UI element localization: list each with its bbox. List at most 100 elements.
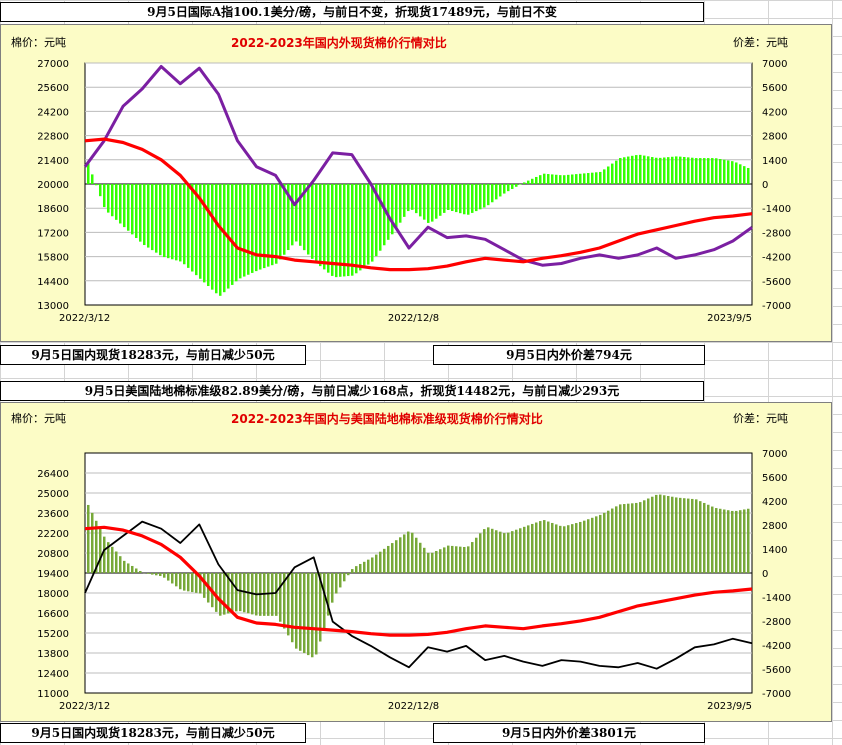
top-spread-bar bbox=[283, 184, 286, 255]
bottom-spread-bar bbox=[311, 573, 314, 658]
top-spread-bar bbox=[207, 184, 210, 287]
top-chart-svg: 13000 14400 15800 17200 18600 20000 21400 22800… bbox=[37, 59, 791, 324]
bottom-right-tick-label: 7000 bbox=[762, 449, 787, 460]
top-spread-bar bbox=[251, 184, 254, 273]
bottom-chart-panel: 2022-2023年国内与美国陆地棉标准级现货棉价行情对比 棉价：元吨 价差：元… bbox=[0, 402, 832, 722]
bottom-spread-bar bbox=[291, 573, 294, 643]
bottom-spread-bar bbox=[227, 573, 230, 614]
bottom-right-tick-label: -7000 bbox=[762, 689, 791, 700]
top-spread-bar bbox=[747, 167, 750, 184]
bottom-right-tick-label: -1400 bbox=[762, 593, 791, 604]
top-right-tick-label: 4200 bbox=[762, 107, 787, 118]
top-spread-bar bbox=[139, 184, 142, 242]
top-spread-bar bbox=[639, 154, 642, 184]
bottom-series-line-domestic bbox=[84, 525, 753, 637]
bottom-spread-bar bbox=[383, 548, 386, 573]
top-spread-bar bbox=[271, 184, 274, 266]
top-right-tick-label: -5600 bbox=[762, 277, 791, 288]
top-spread-bar bbox=[115, 184, 118, 220]
bottom-spread-bar bbox=[455, 546, 458, 573]
top-spread-bar bbox=[535, 176, 538, 184]
top-spread-bar bbox=[523, 182, 526, 184]
top-spread-bar bbox=[359, 184, 362, 271]
bottom-spread-bar bbox=[335, 573, 338, 594]
bottom-spread-bar bbox=[435, 551, 438, 573]
bottom-left-tick-label: 13800 bbox=[37, 649, 69, 660]
bottom-spread-bar bbox=[503, 533, 506, 573]
bottom-footer-left-box: 9月5日国内现货18283元，与前日减少50元 bbox=[0, 723, 306, 743]
bottom-spread-bar bbox=[631, 503, 634, 573]
bottom-spread-bar bbox=[695, 499, 698, 573]
top-spread-bar bbox=[367, 184, 370, 265]
top-right-tick-label: 1400 bbox=[762, 156, 787, 167]
top-spread-bar bbox=[247, 184, 250, 275]
top-spread-bar bbox=[643, 155, 646, 184]
bottom-spread-bar bbox=[199, 573, 202, 594]
top-right-tick-label: 7000 bbox=[762, 59, 787, 70]
top-spread-bar bbox=[499, 184, 502, 197]
bottom-spread-bar bbox=[95, 520, 98, 573]
top-spread-bar bbox=[567, 174, 570, 184]
bottom-spread-bar bbox=[571, 524, 574, 573]
top-left-tick-label: 21400 bbox=[37, 156, 69, 167]
top-left-tick-label: 27000 bbox=[37, 59, 69, 70]
top-left-tick-label: 25600 bbox=[37, 83, 69, 94]
bottom-spread-bar bbox=[599, 514, 602, 573]
bottom-spread-bar bbox=[627, 503, 630, 573]
bottom-right-tick-label: 2800 bbox=[762, 521, 787, 532]
top-spread-bar bbox=[91, 174, 94, 184]
top-spread-bar bbox=[399, 184, 402, 223]
top-spread-bar bbox=[127, 184, 130, 231]
bottom-spread-bar bbox=[439, 549, 442, 573]
top-spread-bar bbox=[155, 184, 158, 253]
top-spread-bar bbox=[131, 184, 134, 235]
top-spread-bar bbox=[611, 163, 614, 184]
top-spread-bar bbox=[451, 184, 454, 211]
top-spread-bar bbox=[243, 184, 246, 277]
top-spread-bar bbox=[635, 155, 638, 184]
top-spread-bar bbox=[219, 184, 222, 296]
top-spread-bar bbox=[275, 184, 278, 264]
bottom-spread-bar bbox=[643, 500, 646, 573]
bottom-spread-bar bbox=[703, 502, 706, 573]
bottom-spread-bar bbox=[219, 573, 222, 616]
top-spread-bar bbox=[443, 184, 446, 213]
bottom-series-line-foreign bbox=[84, 520, 753, 670]
top-spread-bar bbox=[511, 184, 514, 189]
bottom-spread-bar bbox=[363, 561, 366, 573]
bottom-spread-bar bbox=[331, 573, 334, 603]
top-spread-bar bbox=[467, 184, 470, 215]
top-spread-bar bbox=[123, 184, 126, 228]
top-spread-bar bbox=[295, 184, 298, 242]
bottom-spread-bar bbox=[739, 510, 742, 573]
top-spread-bar bbox=[143, 184, 146, 246]
top-spread-bar bbox=[203, 184, 206, 283]
bottom-spread-bar bbox=[635, 502, 638, 573]
top-series-line-foreign bbox=[83, 65, 753, 267]
top-spread-bar bbox=[343, 184, 346, 277]
bottom-spread-bar bbox=[387, 545, 390, 573]
top-chart-title: 2022-2023年国内外现货棉价行情对比 bbox=[231, 36, 447, 50]
bottom-spread-bar bbox=[691, 498, 694, 573]
top-spread-bar bbox=[539, 175, 542, 184]
top-spread-bar bbox=[319, 184, 322, 267]
bottom-spread-bar bbox=[195, 573, 198, 593]
bottom-spread-bar bbox=[323, 573, 326, 629]
bottom-spread-bar bbox=[567, 525, 570, 573]
top-spread-bar bbox=[527, 180, 530, 184]
top-spread-bar bbox=[355, 184, 358, 274]
top-spread-bar bbox=[687, 157, 690, 184]
bottom-spread-bar bbox=[671, 496, 674, 573]
bottom-spread-bar bbox=[507, 532, 510, 573]
top-spread-bar bbox=[191, 184, 194, 272]
top-spread-bar bbox=[435, 184, 438, 219]
top-spread-bar bbox=[507, 184, 510, 192]
top-spread-bar bbox=[515, 184, 518, 187]
top-spread-bar bbox=[307, 184, 310, 255]
top-spread-bar bbox=[291, 184, 294, 246]
top-spread-bar bbox=[335, 184, 338, 278]
bottom-spread-bar bbox=[419, 542, 422, 573]
bottom-spread-bar bbox=[115, 551, 118, 573]
top-spread-bar bbox=[675, 156, 678, 184]
top-spread-bar bbox=[531, 178, 534, 184]
